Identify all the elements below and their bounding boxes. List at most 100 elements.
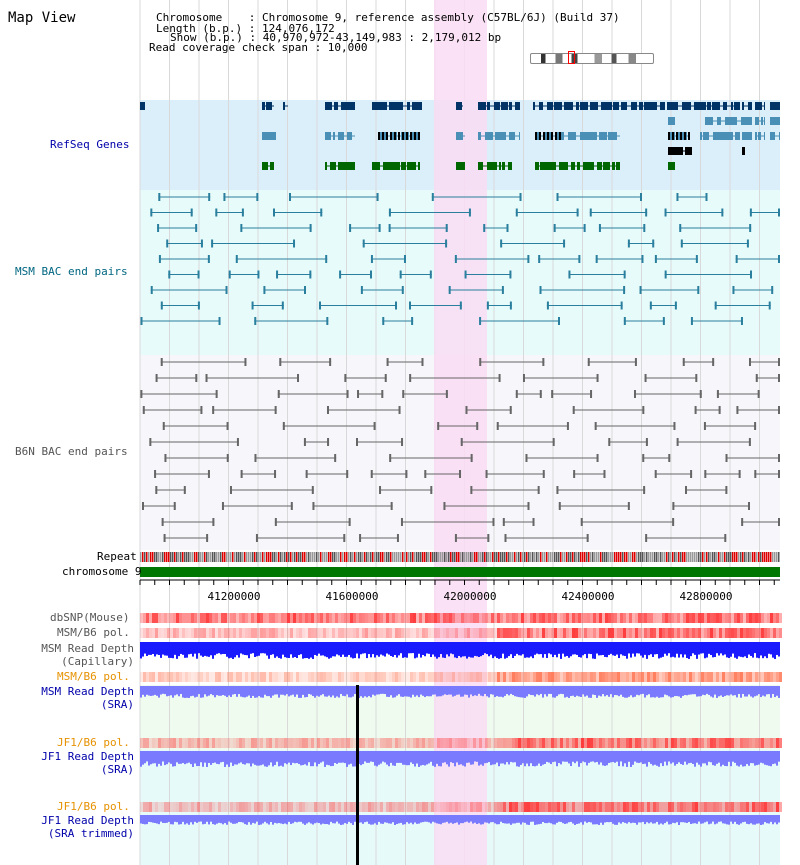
- heat-cell: [524, 738, 527, 748]
- depth-bar: [530, 642, 532, 657]
- depth-bar: [174, 642, 176, 655]
- depth-bar: [432, 642, 434, 655]
- heat-cell: [527, 738, 530, 748]
- msm-bac-pair-end: [309, 270, 312, 279]
- track-label-jf1-b6-pol-2[interactable]: JF1/B6 pol.: [57, 800, 130, 813]
- gene-exon: [700, 132, 702, 140]
- heat-cell: [434, 672, 437, 682]
- repeat-mark: [620, 552, 622, 562]
- track-label-msm-b6-pol[interactable]: MSM/B6 pol.: [57, 626, 130, 639]
- chromosome-ideogram[interactable]: [530, 53, 654, 64]
- depth-bar: [192, 751, 194, 767]
- depth-bar: [264, 642, 266, 654]
- track-label-msm-bac[interactable]: MSM BAC end pairs: [15, 265, 128, 278]
- depth-bar: [738, 642, 740, 657]
- depth-bar: [202, 686, 204, 698]
- depth-bar: [380, 686, 382, 694]
- heat-cell: [383, 628, 386, 638]
- depth-bar: [564, 686, 566, 698]
- depth-bar: [410, 686, 412, 698]
- heat-cell: [389, 628, 392, 638]
- depth-bar: [394, 751, 396, 766]
- track-label-msm-b6-pol-2[interactable]: MSM/B6 pol.: [57, 670, 130, 683]
- b6n-bac-pair-end: [725, 454, 728, 462]
- msm-bac-pair-end: [166, 239, 169, 248]
- heat-cell: [701, 802, 704, 812]
- depth-bar: [498, 815, 500, 825]
- depth-bar: [684, 815, 686, 823]
- depth-bar: [372, 815, 374, 825]
- heat-cell: [776, 628, 779, 638]
- heat-cell: [323, 613, 326, 623]
- b6n-bac-pair-end: [229, 486, 232, 494]
- depth-bar: [258, 751, 260, 766]
- heat-cell: [398, 802, 401, 812]
- track-label-jf1-depth-sra[interactable]: JF1 Read Depth: [41, 750, 134, 763]
- msm-bac-pair-end: [319, 301, 322, 310]
- track-label-jf1-depth-trim[interactable]: JF1 Read Depth: [41, 814, 134, 827]
- heat-cell: [269, 738, 272, 748]
- gene-exon: [682, 102, 691, 110]
- depth-bar: [662, 815, 664, 825]
- depth-bar: [404, 815, 406, 825]
- b6n-bac-pair-end: [279, 358, 282, 366]
- heat-cell: [713, 672, 716, 682]
- depth-bar: [390, 751, 392, 763]
- heat-cell: [212, 802, 215, 812]
- repeat-mark: [472, 552, 474, 562]
- heat-cell: [701, 613, 704, 623]
- track-label-refseq[interactable]: RefSeq Genes: [50, 138, 130, 151]
- depth-bar: [474, 815, 476, 823]
- depth-bar: [174, 751, 176, 767]
- b6n-bac-pair-end: [778, 454, 780, 462]
- track-label-b6n-bac[interactable]: B6N BAC end pairs: [15, 445, 128, 458]
- heat-cell: [278, 672, 281, 682]
- gene-exon-dark: [382, 132, 384, 140]
- depth-bar: [550, 642, 552, 655]
- heat-cell: [476, 672, 479, 682]
- depth-bar: [544, 642, 546, 655]
- track-label-repeat[interactable]: Repeat: [97, 550, 137, 563]
- depth-bar: [348, 815, 350, 822]
- heat-cell: [683, 672, 686, 682]
- depth-bar: [354, 815, 356, 822]
- track-label-msm-depth-capillary[interactable]: MSM Read Depth: [41, 642, 134, 655]
- gene-exon: [694, 102, 701, 110]
- b6n-bac-pair-end: [274, 518, 277, 526]
- track-label-chromosome[interactable]: chromosome 9: [62, 565, 142, 578]
- repeat-mark: [612, 552, 614, 562]
- depth-bar: [206, 642, 208, 657]
- depth-bar: [772, 815, 774, 825]
- depth-bar: [352, 751, 354, 767]
- heat-cell: [302, 802, 305, 812]
- depth-bar: [736, 686, 738, 698]
- repeat-mark: [218, 552, 220, 562]
- gene-exon: [393, 162, 400, 170]
- depth-bar: [182, 751, 184, 764]
- heat-cell: [458, 738, 461, 748]
- heat-cell: [146, 613, 149, 623]
- heat-cell: [359, 672, 362, 682]
- b6n-bac-pair-end: [558, 502, 561, 510]
- heat-cell: [473, 738, 476, 748]
- repeat-mark: [430, 552, 432, 562]
- heat-cell: [203, 613, 206, 623]
- gene-exon: [583, 162, 594, 170]
- heat-cell: [383, 672, 386, 682]
- msm-bac-pair-end: [225, 286, 228, 294]
- heat-cell: [761, 613, 764, 623]
- depth-bar: [702, 642, 704, 654]
- gene-exon-dark: [676, 132, 678, 140]
- depth-bar: [640, 751, 642, 763]
- depth-bar: [164, 642, 166, 656]
- msm-bac-pair-end: [468, 208, 471, 217]
- b6n-bac-pair-end: [627, 502, 630, 510]
- track-label-msm-depth-sra[interactable]: MSM Read Depth: [41, 685, 134, 698]
- track-label-jf1-b6-pol[interactable]: JF1/B6 pol.: [57, 736, 130, 749]
- depth-bar: [502, 686, 504, 698]
- track-label-dbsnp[interactable]: dbSNP(Mouse): [50, 611, 130, 624]
- b6n-bac-pair-end: [244, 358, 247, 366]
- depth-bar: [686, 751, 688, 765]
- depth-bar: [158, 815, 160, 825]
